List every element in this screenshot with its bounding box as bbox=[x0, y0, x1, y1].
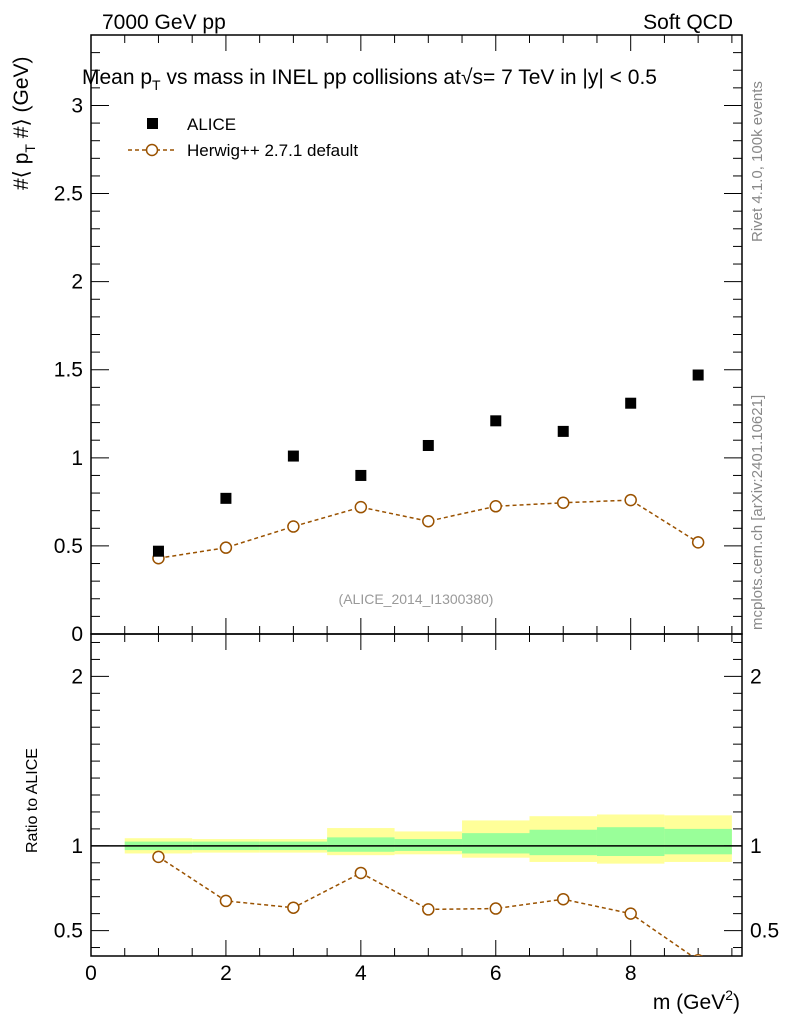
rivet-version-label: Rivet 4.1.0, 100k events bbox=[749, 81, 766, 242]
title-sub: T bbox=[152, 77, 161, 93]
herwig-point bbox=[489, 500, 503, 513]
ratio-point bbox=[556, 892, 570, 906]
x-tick-label: 4 bbox=[355, 962, 367, 985]
herwig-point bbox=[354, 500, 368, 514]
ratio-point bbox=[354, 866, 368, 880]
herwig-line bbox=[158, 499, 699, 559]
ratio-y-tick-label-left: 1 bbox=[71, 835, 83, 858]
x-tick-label: 8 bbox=[625, 962, 637, 985]
ylabel-post: #⟩ (GeV) bbox=[10, 56, 33, 144]
herwig-point bbox=[287, 520, 300, 533]
main-y-tick-label: 2 bbox=[71, 271, 83, 294]
alice-point bbox=[220, 492, 232, 504]
alice-point bbox=[355, 469, 367, 481]
ratio-point bbox=[624, 907, 637, 920]
xlabel-sup: 2 bbox=[725, 987, 733, 1003]
herwig-point bbox=[219, 541, 233, 554]
ratio-point bbox=[422, 903, 435, 916]
green-band-bin bbox=[462, 833, 530, 854]
legend-alice-marker bbox=[147, 118, 158, 129]
xlabel-pre: m (GeV bbox=[653, 991, 725, 1014]
main-y-tick-label: 3 bbox=[71, 94, 83, 117]
ratio-point bbox=[287, 901, 300, 914]
alice-point bbox=[557, 425, 569, 437]
title-post: vs mass in INEL pp collisions at bbox=[161, 66, 462, 89]
title-s-eq: s= bbox=[472, 66, 495, 89]
x-tick-label: 2 bbox=[220, 962, 232, 985]
ratio-point bbox=[693, 953, 703, 956]
tick-labels: 00.511.522.530.5 0.51 12 20 2 4 6 8 bbox=[54, 94, 779, 985]
main-y-tick-label: 0 bbox=[71, 623, 83, 646]
ratio-y-tick-label-right: 1 bbox=[750, 835, 762, 858]
ratio-point bbox=[219, 894, 233, 908]
herwig-point bbox=[691, 536, 705, 549]
legend-herwig-label: Herwig++ 2.7.1 default bbox=[187, 141, 358, 160]
herwig-point bbox=[422, 514, 435, 528]
ratio-y-tick-label-right: 0.5 bbox=[750, 920, 779, 943]
header-left-label: 7000 GeV pp bbox=[102, 11, 226, 34]
herwig-point bbox=[556, 496, 570, 509]
title-sqrt: √ bbox=[461, 66, 473, 89]
green-band-bin bbox=[394, 839, 463, 851]
title-post2: 7 TeV in |y| < 0.5 bbox=[495, 66, 657, 89]
green-band-bin bbox=[529, 829, 597, 856]
ratio-y-tick-label-left: 2 bbox=[71, 665, 83, 688]
legend-herwig-marker bbox=[145, 143, 159, 157]
analysis-id-label: (ALICE_2014_I1300380) bbox=[339, 591, 494, 607]
alice-point bbox=[152, 545, 164, 557]
ratio-y-axis-label: Ratio to ALICE bbox=[24, 748, 41, 853]
alice-point bbox=[625, 397, 637, 409]
ratio-y-tick-label-left: 0.5 bbox=[54, 920, 83, 943]
xlabel-post: ) bbox=[733, 991, 740, 1014]
alice-point bbox=[490, 415, 502, 427]
alice-point bbox=[692, 369, 704, 381]
ylabel-pre: #⟨ p bbox=[10, 153, 33, 190]
title-pre: Mean p bbox=[82, 66, 152, 89]
main-y-tick-label: 1.5 bbox=[54, 359, 83, 382]
ratio-data-layer bbox=[152, 850, 703, 956]
x-tick-label: 6 bbox=[490, 962, 502, 985]
main-y-tick-label: 1 bbox=[71, 447, 83, 470]
x-tick-label: 0 bbox=[85, 962, 97, 985]
header-right-label: Soft QCD bbox=[643, 11, 733, 34]
x-axis-label: m (GeV2) bbox=[653, 987, 740, 1014]
main-title: Mean pT vs mass in INEL pp collisions at… bbox=[82, 66, 657, 93]
green-band-bin bbox=[327, 837, 395, 852]
ratio-point bbox=[152, 850, 165, 864]
mcplots-label: mcplots.cern.ch [arXiv:2401.10621] bbox=[749, 395, 766, 630]
main-y-axis-label: #⟨ pT #⟩ (GeV) bbox=[10, 56, 38, 190]
main-y-tick-label: 0.5 bbox=[54, 535, 83, 558]
legend-alice-label: ALICE bbox=[187, 115, 236, 134]
ratio-point bbox=[489, 902, 503, 915]
main-axis-ticks bbox=[90, 34, 742, 635]
ratio-uncertainty-bands bbox=[91, 814, 742, 864]
ratio-y-tick-label-right: 2 bbox=[750, 665, 762, 688]
main-data-layer bbox=[152, 369, 705, 565]
main-y-tick-label: 2.5 bbox=[54, 183, 83, 206]
green-band-bin bbox=[596, 827, 665, 857]
ratio-plot-frame bbox=[90, 633, 743, 957]
alice-point bbox=[287, 450, 299, 462]
ratio-axis-ticks bbox=[90, 634, 742, 956]
herwig-point bbox=[624, 493, 637, 507]
ylabel-sub: T bbox=[22, 144, 38, 153]
legend: ALICE Herwig++ 2.7.1 default bbox=[128, 115, 358, 160]
alice-point bbox=[422, 439, 434, 451]
green-band-bin bbox=[664, 828, 732, 855]
